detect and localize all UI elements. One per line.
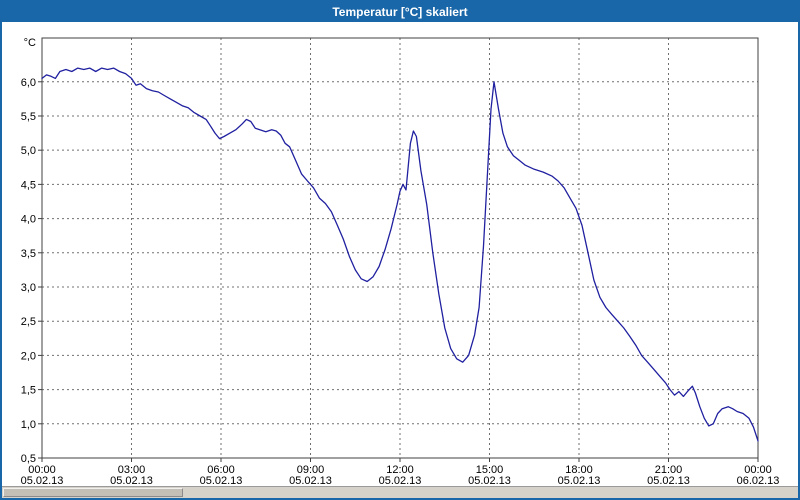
y-axis-unit-label: °C [24,37,36,49]
window-title-bar: Temperatur [°C] skaliert [2,2,798,22]
window-title: Temperatur [°C] skaliert [332,5,468,19]
y-tick-label: 3,0 [21,282,36,294]
x-tick-date-label: 05.02.13 [647,475,690,486]
chart-canvas: 6,0 5,5 5,0 4,5 4,0 3,5 3,0 2,5 2,0 1,5 1,0 0,5 00:0… [2,22,798,486]
y-tick-label: 6,0 [21,77,36,89]
y-tick-label: 3,5 [21,248,36,260]
y-tick-label: 2,0 [21,350,36,362]
x-tick-time-label: 12:00 [386,464,414,476]
x-tick-date-label: 05.02.13 [200,475,243,486]
x-tick-date-label: 05.02.13 [468,475,511,486]
y-tick-label: 1,0 [21,419,36,431]
y-tick-label: 5,0 [21,145,36,157]
x-tick-time-label: 15:00 [476,464,504,476]
x-tick-time-label: 03:00 [118,464,146,476]
y-tick-label: 4,5 [21,179,36,191]
x-tick-time-label: 21:00 [655,464,683,476]
x-tick-time-label: 00:00 [28,464,56,476]
x-tick-time-label: 09:00 [297,464,325,476]
y-tick-label: 1,5 [21,385,36,397]
y-tick-label: 0,5 [21,453,36,465]
x-tick-date-label: 05.02.13 [558,475,601,486]
horizontal-scrollbar[interactable] [2,486,798,498]
scrollbar-thumb[interactable] [3,488,183,497]
x-tick-date-label: 06.02.13 [737,475,780,486]
x-tick-date-label: 05.02.13 [379,475,422,486]
x-tick-date-label: 05.02.13 [110,475,153,486]
temperature-line [41,67,759,442]
x-tick-time-label: 00:00 [744,464,772,476]
y-tick-label: 4,0 [21,214,36,226]
x-tick-date-label: 05.02.13 [289,475,332,486]
y-tick-label: 2,5 [21,316,36,328]
x-tick-date-label: 05.02.13 [21,475,64,486]
x-tick-time-label: 06:00 [207,464,235,476]
x-tick-time-label: 18:00 [565,464,593,476]
temperature-chart: 6,05,55,04,54,03,53,02,52,01,51,00,500:0… [21,37,780,486]
plot-frame [41,37,759,459]
y-tick-label: 5,5 [21,111,36,123]
